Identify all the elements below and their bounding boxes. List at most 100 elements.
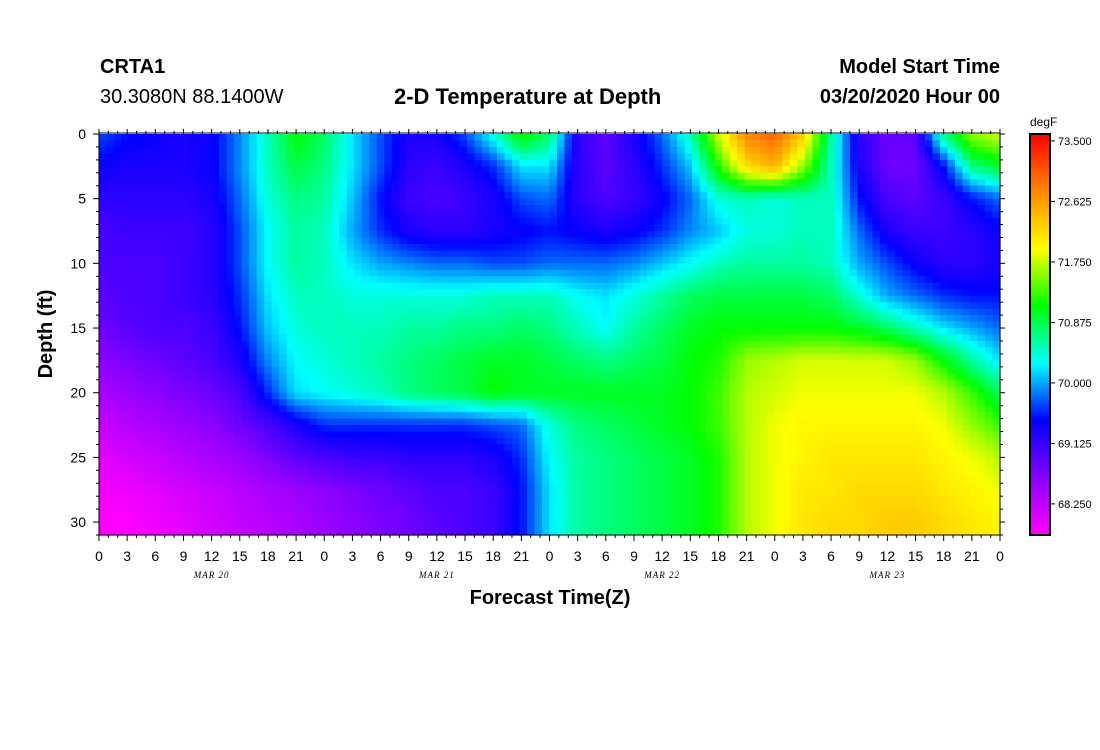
heatmap-cell: [969, 243, 979, 252]
heatmap-cell: [669, 295, 678, 303]
heatmap-cell: [647, 340, 656, 349]
heatmap-cell: [316, 315, 325, 323]
heatmap-cell: [797, 179, 806, 187]
heatmap-cell: [181, 276, 190, 284]
heatmap-cell: [609, 347, 618, 355]
heatmap-cell: [429, 334, 438, 342]
heatmap-cell: [924, 302, 934, 310]
heatmap-cell: [316, 205, 325, 213]
heatmap-cell: [121, 243, 130, 252]
heatmap-cell: [339, 224, 348, 232]
heatmap-cell: [219, 224, 228, 232]
heatmap-cell: [459, 198, 468, 206]
heatmap-cell: [797, 276, 806, 284]
heatmap-cell: [399, 360, 408, 368]
heatmap-cell: [459, 347, 468, 355]
heatmap-cell: [774, 392, 783, 400]
heatmap-cell: [534, 185, 543, 193]
heatmap-cell: [444, 263, 453, 271]
heatmap-cell: [204, 237, 213, 245]
heatmap-cell: [804, 392, 813, 400]
heatmap-cell: [759, 289, 768, 297]
heatmap-cell: [977, 366, 986, 374]
heatmap-cell: [309, 289, 318, 297]
heatmap-cell: [602, 218, 611, 226]
heatmap-cell: [894, 315, 903, 323]
heatmap-cell: [707, 328, 716, 336]
heatmap-cell: [519, 172, 528, 180]
heatmap-cell: [939, 334, 949, 342]
heatmap-cell: [677, 166, 686, 174]
heatmap-cell: [166, 218, 175, 226]
heatmap-cell: [211, 211, 220, 219]
heatmap-cell: [399, 347, 408, 355]
heatmap-cell: [309, 399, 318, 407]
heatmap-cell: [714, 347, 723, 355]
heatmap-cell: [301, 386, 310, 394]
heatmap-cell: [624, 295, 633, 303]
heatmap-cell: [947, 334, 956, 342]
heatmap-cell: [189, 153, 198, 161]
heatmap-cell: [339, 308, 348, 316]
heatmap-cell: [864, 360, 873, 368]
heatmap-cell: [264, 386, 273, 394]
heatmap-cell: [587, 256, 596, 264]
heatmap-cell: [429, 308, 438, 316]
heatmap-cell: [549, 218, 558, 226]
heatmap-cell: [887, 166, 896, 174]
heatmap-cell: [639, 308, 648, 316]
heatmap-cell: [301, 334, 310, 342]
heatmap-cell: [376, 205, 385, 213]
heatmap-cell: [774, 179, 783, 187]
heatmap-cell: [887, 237, 896, 245]
heatmap-cell: [654, 185, 663, 193]
heatmap-cell: [662, 185, 671, 193]
heatmap-cell: [594, 276, 603, 284]
heatmap-cell: [436, 250, 445, 258]
heatmap-cell: [249, 308, 258, 316]
heatmap-cell: [234, 153, 243, 161]
heatmap-cell: [669, 166, 678, 174]
heatmap-cell: [954, 198, 964, 206]
heatmap-cell: [992, 269, 1001, 277]
heatmap-cell: [954, 347, 964, 355]
heatmap-cell: [909, 224, 919, 232]
heatmap-cell: [797, 340, 806, 349]
heatmap-cell: [917, 308, 926, 316]
heatmap-cell: [316, 289, 325, 297]
heatmap-cell: [969, 379, 979, 387]
heatmap-cell: [617, 302, 626, 310]
heatmap-cell: [189, 134, 198, 142]
heatmap-cell: [662, 340, 671, 349]
heatmap-cell: [196, 192, 205, 200]
heatmap-cell: [557, 321, 566, 329]
heatmap-cell: [744, 366, 753, 374]
heatmap-cell: [722, 231, 731, 239]
heatmap-cell: [594, 302, 603, 310]
heatmap-cell: [159, 231, 168, 239]
heatmap-cell: [436, 166, 445, 174]
heatmap-cell: [114, 302, 123, 310]
heatmap-cell: [654, 166, 663, 174]
heatmap-cell: [977, 379, 986, 387]
heatmap-cell: [264, 218, 273, 226]
heatmap-cell: [541, 295, 551, 303]
heatmap-cell: [466, 205, 476, 213]
heatmap-cell: [557, 399, 566, 407]
heatmap-cell: [699, 360, 708, 368]
heatmap-cell: [376, 334, 385, 342]
heatmap-cell: [887, 218, 896, 226]
heatmap-cell: [136, 237, 145, 245]
heatmap-cell: [391, 185, 400, 193]
heatmap-cell: [932, 243, 941, 252]
heatmap-cell: [774, 366, 783, 374]
heatmap-cell: [624, 198, 633, 206]
heatmap-cell: [519, 134, 528, 142]
heatmap-cell: [114, 282, 123, 290]
heatmap-cell: [804, 302, 813, 310]
heatmap-cell: [939, 140, 949, 148]
heatmap-cell: [241, 347, 250, 355]
heatmap-cell: [699, 289, 708, 297]
heatmap-cell: [166, 192, 175, 200]
heatmap-cell: [534, 256, 543, 264]
